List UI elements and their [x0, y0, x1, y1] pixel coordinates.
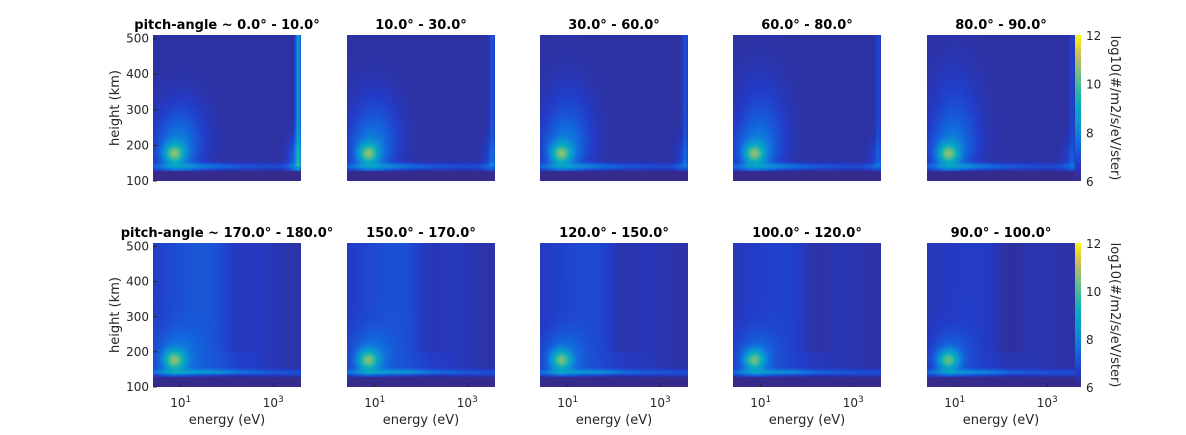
y-tick-label: 100: [126, 174, 149, 188]
panel-title: 30.0° - 60.0°: [568, 18, 660, 33]
colorbar-tick-label: 6: [1086, 381, 1094, 395]
heatmap-panel: 30.0° - 60.0°: [540, 18, 688, 181]
heatmap-image: [927, 243, 1075, 387]
x-tick-label: 103: [843, 395, 864, 410]
x-tick-label: 101: [750, 395, 771, 410]
heatmap-image: [347, 243, 495, 387]
panel-title: 120.0° - 150.0°: [559, 226, 669, 241]
x-tick-label: 103: [1037, 395, 1058, 410]
y-tick-label: 100: [126, 380, 149, 394]
heatmap-panel: 100.0° - 120.0° 101 103 energy (eV): [733, 226, 881, 428]
heatmap-panel: 120.0° - 150.0° 101 103 energy (eV): [540, 226, 688, 428]
panel-title: 60.0° - 80.0°: [761, 18, 853, 33]
panel-title: 100.0° - 120.0°: [752, 226, 862, 241]
colorbar-tick-label: 6: [1086, 175, 1094, 189]
colorbar-gradient: [1075, 243, 1081, 387]
colorbar-tick-label: 8: [1086, 126, 1094, 140]
x-axis-label: energy (eV): [383, 413, 459, 428]
x-tick-label: 101: [364, 395, 385, 410]
panel-title: 150.0° - 170.0°: [366, 226, 476, 241]
heatmap-image: [733, 243, 881, 387]
colorbar-tick-label: 12: [1086, 237, 1101, 251]
heatmap-panel: 80.0° - 90.0°: [927, 18, 1075, 181]
heatmap-image: [540, 243, 688, 387]
panel-title: pitch-angle ~ 170.0° - 180.0°: [121, 226, 334, 241]
panel-title: pitch-angle ~ 0.0° - 10.0°: [134, 18, 319, 33]
x-axis-label: energy (eV): [769, 413, 845, 428]
colorbar-label: log10(#/m2/s/eV/ster): [1107, 36, 1122, 181]
x-axis-label: energy (eV): [963, 413, 1039, 428]
heatmap-panel: 10.0° - 30.0°: [347, 18, 495, 181]
colorbar-label: log10(#/m2/s/eV/ster): [1107, 243, 1122, 388]
heatmap-panel: 60.0° - 80.0°: [733, 18, 881, 181]
y-tick-label: 500: [126, 240, 149, 254]
y-tick-label: 200: [126, 345, 149, 359]
heatmap-panel: pitch-angle ~ 170.0° - 180.0°500 400 300 20…: [108, 226, 333, 428]
colorbar-tick-label: 12: [1086, 29, 1101, 43]
heatmap-panel: pitch-angle ~ 0.0° - 10.0°500 400 300 200 10…: [108, 18, 320, 188]
x-axis-label: energy (eV): [189, 413, 265, 428]
panel-title: 80.0° - 90.0°: [955, 18, 1047, 33]
y-tick-label: 200: [126, 138, 149, 152]
y-axis-label: height (km): [108, 70, 123, 146]
y-axis-label: height (km): [108, 277, 123, 353]
heatmap-image: [540, 35, 688, 181]
x-tick-label: 101: [170, 395, 191, 410]
y-tick-label: 500: [126, 32, 149, 46]
colorbar-tick-label: 10: [1086, 78, 1101, 92]
heatmap-image: [347, 35, 495, 181]
x-axis-label: energy (eV): [576, 413, 652, 428]
colorbar-tick-label: 10: [1086, 285, 1101, 299]
heatmap-panel: 150.0° - 170.0° 101 103 energy (eV): [347, 226, 495, 428]
colorbar: 12 10 8 6 log10(#/m2/s/eV/ster): [1075, 29, 1122, 189]
x-tick-label: 103: [263, 395, 284, 410]
x-tick-label: 101: [944, 395, 965, 410]
y-tick-label: 400: [126, 67, 149, 81]
heatmap-image: [153, 35, 301, 181]
x-tick-label: 103: [457, 395, 478, 410]
y-tick-label: 400: [126, 275, 149, 289]
y-tick-label: 300: [126, 103, 149, 117]
panel-title: 10.0° - 30.0°: [375, 18, 467, 33]
panel-title: 90.0° - 100.0°: [951, 226, 1052, 241]
heatmap-image: [927, 35, 1075, 181]
heatmap-image: [733, 35, 881, 181]
colorbar-gradient: [1075, 35, 1081, 181]
x-tick-label: 103: [650, 395, 671, 410]
y-tick-label: 300: [126, 310, 149, 324]
colorbar: 12 10 8 6 log10(#/m2/s/eV/ster): [1075, 237, 1122, 395]
heatmap-image: [153, 243, 301, 387]
colorbar-tick-label: 8: [1086, 333, 1094, 347]
heatmap-panel: 90.0° - 100.0° 101 103 energy (eV): [927, 226, 1075, 428]
x-tick-label: 101: [557, 395, 578, 410]
